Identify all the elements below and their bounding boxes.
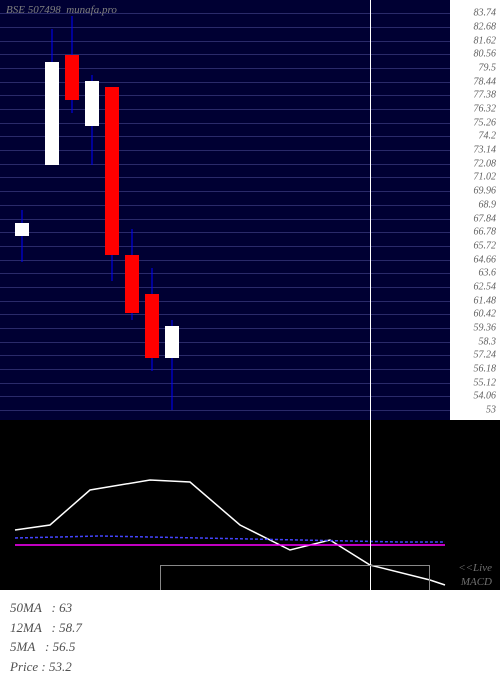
candle-body: [65, 55, 79, 100]
price-panel: BSE 507498 munafa.pro 83.74 82.68 81.62 80.…: [0, 0, 500, 420]
y-axis-tick: 79.5: [477, 63, 499, 74]
source-label: munafa.pro: [66, 4, 117, 16]
y-axis-tick: 78.44: [472, 76, 499, 87]
y-axis-tick: 71.02: [472, 172, 499, 183]
y-axis-tick: 75.26: [472, 117, 499, 128]
y-axis-tick: 55.12: [472, 377, 499, 388]
y-axis-tick: 61.48: [472, 295, 499, 306]
y-axis-tick: 63.6: [477, 268, 499, 279]
y-axis-tick: 53: [484, 405, 498, 416]
grid-line: [0, 123, 450, 124]
grid-line: [0, 287, 450, 288]
y-axis-tick: 58.3: [477, 336, 499, 347]
y-axis-tick: 77.38: [472, 90, 499, 101]
grid-line: [0, 41, 450, 42]
y-axis-tick: 67.84: [472, 213, 499, 224]
y-axis-tick: 68.9: [477, 199, 499, 210]
y-axis-tick: 66.78: [472, 227, 499, 238]
chart-header: BSE 507498 munafa.pro: [6, 4, 117, 16]
grid-line: [0, 301, 450, 302]
grid-line: [0, 136, 450, 137]
y-axis-tick: 65.72: [472, 240, 499, 251]
info-row: 12MA : 58.7: [10, 618, 490, 638]
grid-line: [0, 164, 450, 165]
grid-line: [0, 27, 450, 28]
grid-line: [0, 232, 450, 233]
candle-body: [125, 255, 139, 313]
grid-line: [0, 396, 450, 397]
grid-line: [0, 314, 450, 315]
info-row: 50MA : 63: [10, 598, 490, 618]
grid-line: [0, 219, 450, 220]
y-axis-tick: 54.06: [472, 391, 499, 402]
y-axis-tick: 64.66: [472, 254, 499, 265]
grid-line: [0, 109, 450, 110]
macd-label: MACD: [461, 576, 492, 588]
y-axis-tick: 74.2: [477, 131, 499, 142]
info-row: 5MA : 56.5: [10, 637, 490, 657]
grid-line: [0, 150, 450, 151]
candle-wick: [22, 210, 23, 262]
info-panel: 50MA : 6312MA : 58.75MA : 56.5Price : 53…: [0, 590, 500, 700]
y-axis-tick: 60.42: [472, 309, 499, 320]
y-axis-tick: 59.36: [472, 322, 499, 333]
y-axis-tick: 73.14: [472, 145, 499, 156]
candle-body: [145, 294, 159, 359]
y-axis-tick: 80.56: [472, 49, 499, 60]
symbol-label: 507498: [28, 4, 61, 16]
grid-line: [0, 410, 450, 411]
y-axis-tick: 81.62: [472, 35, 499, 46]
candle-body: [15, 223, 29, 236]
grid-line: [0, 177, 450, 178]
grid-line: [0, 328, 450, 329]
grid-line: [0, 246, 450, 247]
y-axis-tick: 82.68: [472, 22, 499, 33]
y-axis-tick: 56.18: [472, 363, 499, 374]
y-axis-tick: 72.08: [472, 158, 499, 169]
y-axis-tick: 69.96: [472, 186, 499, 197]
candle-body: [85, 81, 99, 126]
candle-body: [165, 326, 179, 358]
grid-line: [0, 342, 450, 343]
y-axis-tick: 76.32: [472, 104, 499, 115]
y-axis-tick: 62.54: [472, 281, 499, 292]
info-row: Price : 53.2: [10, 657, 490, 677]
grid-line: [0, 383, 450, 384]
y-axis-tick: 57.24: [472, 350, 499, 361]
candle-body: [45, 62, 59, 165]
exchange-label: BSE: [6, 4, 25, 16]
grid-line: [0, 369, 450, 370]
grid-line: [0, 273, 450, 274]
indicator-line-macd: [15, 536, 445, 542]
y-axis-tick: 83.74: [472, 8, 499, 19]
grid-line: [0, 260, 450, 261]
grid-line: [0, 205, 450, 206]
live-label: <<Live: [458, 562, 492, 574]
vertical-marker: [370, 0, 371, 590]
grid-line: [0, 355, 450, 356]
chart-container: BSE 507498 munafa.pro 83.74 82.68 81.62 80.…: [0, 0, 500, 700]
grid-line: [0, 191, 450, 192]
candle-body: [105, 87, 119, 255]
